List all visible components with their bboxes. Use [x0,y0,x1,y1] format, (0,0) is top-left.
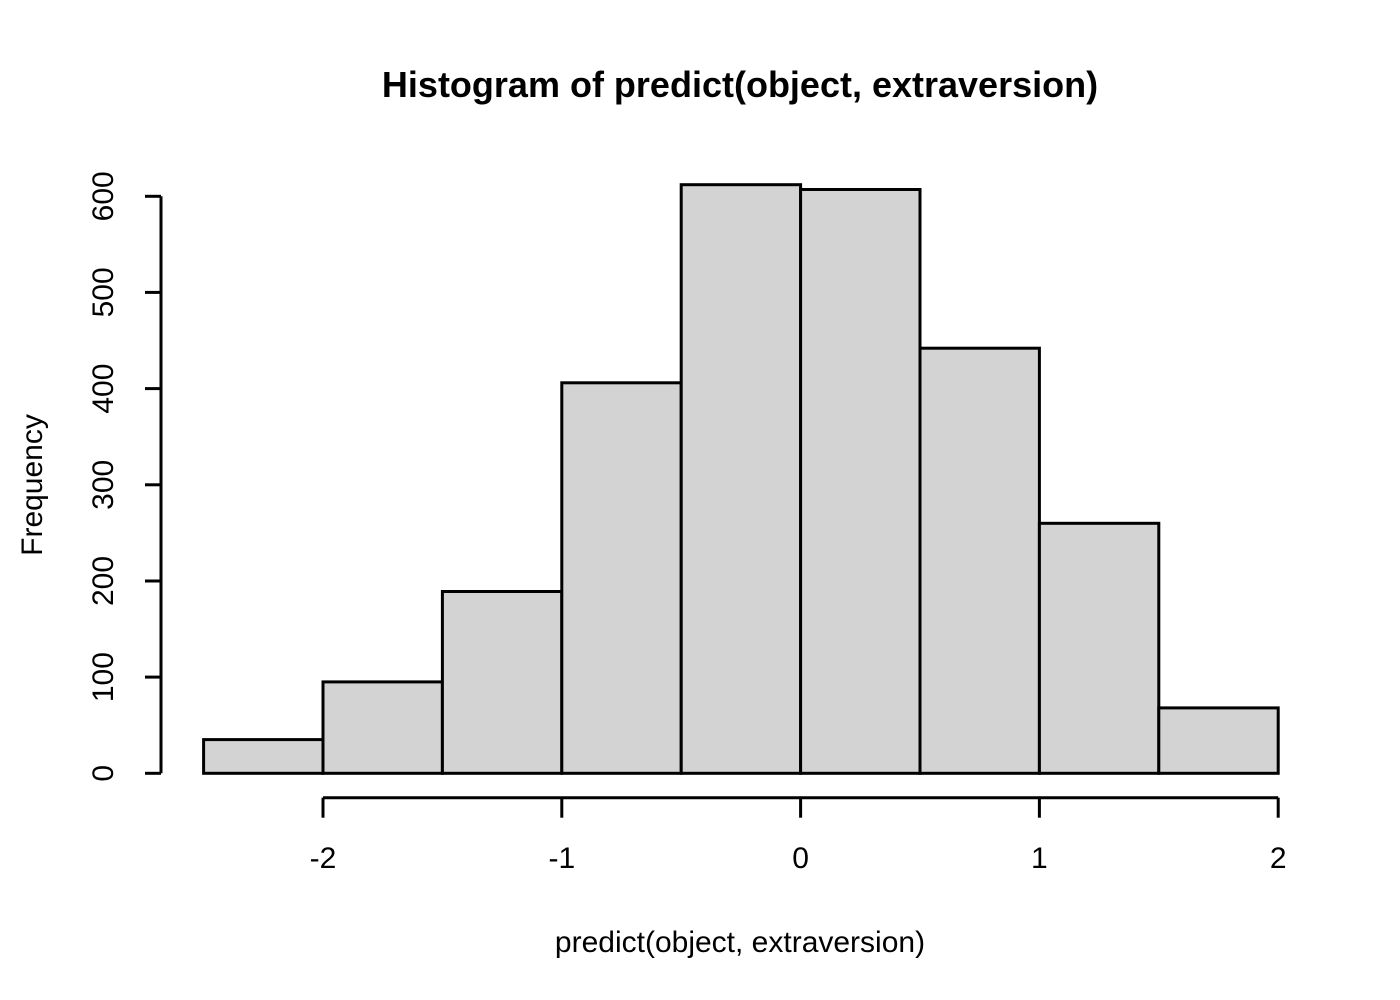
x-axis: -2 -1 0 1 2 [310,796,1287,875]
histogram-bar [1157,706,1280,775]
histogram-bars [202,183,1280,775]
y-tick-label: 500 [87,267,120,317]
x-axis-title: predict(object, extraversion) [555,926,925,959]
x-tick-label: -1 [548,842,575,875]
histogram-bar [560,381,683,775]
y-tick-label: 100 [87,652,120,702]
x-tick-label: 2 [1270,842,1287,875]
histogram-bar [679,183,803,775]
y-tick-label: 0 [87,765,120,782]
histogram-bar [918,346,1041,775]
x-tick-label: -2 [310,842,337,875]
y-axis: 0 100 200 300 400 500 600 [87,171,163,782]
y-tick-label: 200 [87,556,120,606]
histogram-bar [202,738,325,775]
histogram-bar [321,680,444,775]
y-tick-label: 400 [87,364,120,414]
histogram-bar [1037,521,1161,775]
y-axis-title: Frequency [16,414,49,556]
y-tick-label: 300 [87,460,120,510]
y-tick-label: 600 [87,171,120,221]
histogram-bar [799,188,922,775]
chart-title: Histogram of predict(object, extraversio… [382,64,1098,105]
x-tick-label: 0 [792,842,809,875]
x-tick-label: 1 [1031,842,1048,875]
histogram-bar [440,590,564,775]
